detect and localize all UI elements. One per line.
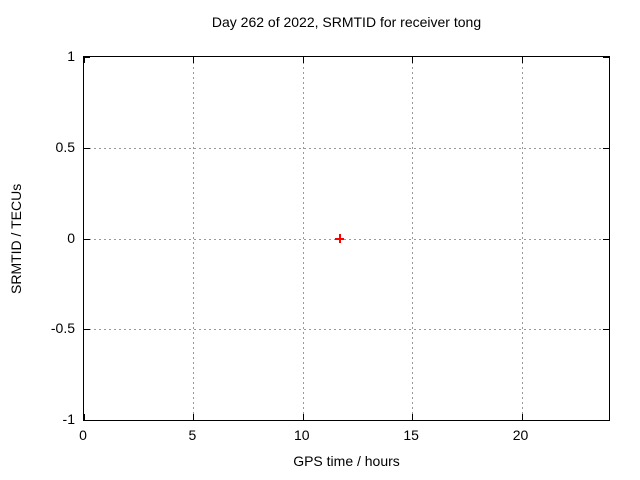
- y-tick-label: -0.5: [50, 320, 75, 337]
- chart-title: Day 262 of 2022, SRMTID for receiver ton…: [211, 14, 482, 30]
- y-tick-label: -1: [62, 411, 75, 427]
- y-tick-mark-right: [603, 147, 609, 149]
- x-tick-mark-top: [193, 57, 195, 63]
- x-axis-label: GPS time / hours: [293, 453, 400, 469]
- x-tick-mark-bottom: [412, 414, 414, 420]
- x-tick-mark-bottom: [84, 414, 85, 420]
- y-axis-label: SRMTID / TECUs: [8, 183, 24, 294]
- plot-area: [83, 56, 610, 421]
- x-tick-label: 0: [79, 427, 87, 443]
- x-tick-label: 10: [293, 427, 310, 443]
- h-gridline: [84, 238, 609, 240]
- y-tick-label: 0: [67, 229, 75, 246]
- y-tick-mark-right: [603, 329, 609, 331]
- h-gridline: [84, 147, 609, 149]
- y-tick-mark-left: [84, 329, 90, 331]
- y-tick-mark-left: [84, 147, 90, 149]
- x-tick-mark-top: [302, 57, 304, 63]
- x-tick-mark-top: [84, 57, 85, 63]
- x-tick-label: 20: [512, 427, 529, 443]
- y-tick-mark-right: [603, 238, 609, 240]
- h-gridline: [84, 329, 609, 331]
- x-tick-mark-bottom: [521, 414, 523, 420]
- y-tick-mark-right: [603, 57, 609, 58]
- x-tick-mark-top: [412, 57, 414, 63]
- y-tick-label: 0.5: [55, 138, 75, 155]
- y-tick-mark-left: [84, 57, 90, 58]
- data-point-marker: [335, 234, 345, 243]
- x-tick-mark-top: [521, 57, 523, 63]
- x-tick-mark-bottom: [193, 414, 195, 420]
- y-tick-mark-left: [84, 238, 90, 240]
- marker-vertical-bar: [338, 234, 341, 243]
- y-tick-mark-left: [84, 420, 90, 421]
- x-tick-label: 15: [403, 427, 419, 443]
- x-tick-label: 5: [188, 427, 197, 443]
- y-tick-mark-right: [603, 420, 609, 421]
- y-tick-label: 1: [67, 48, 75, 64]
- x-tick-mark-bottom: [302, 414, 304, 420]
